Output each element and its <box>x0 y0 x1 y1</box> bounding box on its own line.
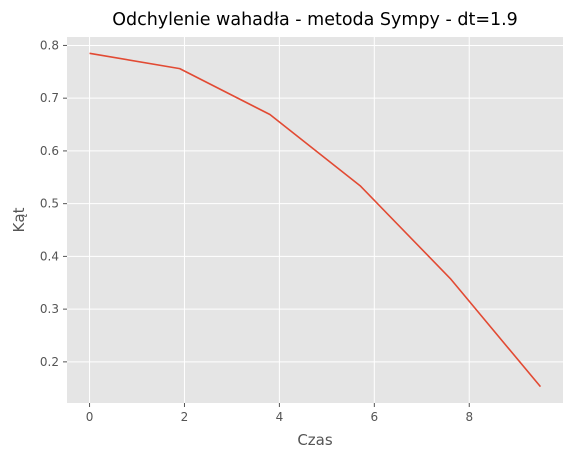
grid-lines <box>67 37 563 403</box>
x-tick-label: 4 <box>276 410 284 424</box>
x-tick-label: 6 <box>371 410 379 424</box>
y-tick-label: 0.6 <box>40 144 59 158</box>
chart-title: Odchylenie wahadła - metoda Sympy - dt=1… <box>112 10 518 30</box>
x-axis-label: Czas <box>297 431 333 449</box>
y-tick-label: 0.5 <box>40 197 59 211</box>
y-tick-label: 0.7 <box>40 91 59 105</box>
y-tick-label: 0.4 <box>40 249 59 263</box>
x-tick-label: 2 <box>181 410 189 424</box>
axis-ticks: 0 2 4 6 8 0.2 0.3 0.4 0.5 0.6 0.7 0.8 <box>40 38 473 424</box>
x-tick-label: 8 <box>465 410 473 424</box>
series-layer <box>89 52 542 388</box>
plot-area <box>67 37 563 403</box>
y-axis-label: Kąt <box>10 207 28 232</box>
y-tick-label: 0.8 <box>40 38 59 52</box>
y-tick-label: 0.2 <box>40 355 59 369</box>
x-tick-label: 0 <box>86 410 94 424</box>
series-line <box>89 52 542 388</box>
y-tick-label: 0.3 <box>40 302 59 316</box>
